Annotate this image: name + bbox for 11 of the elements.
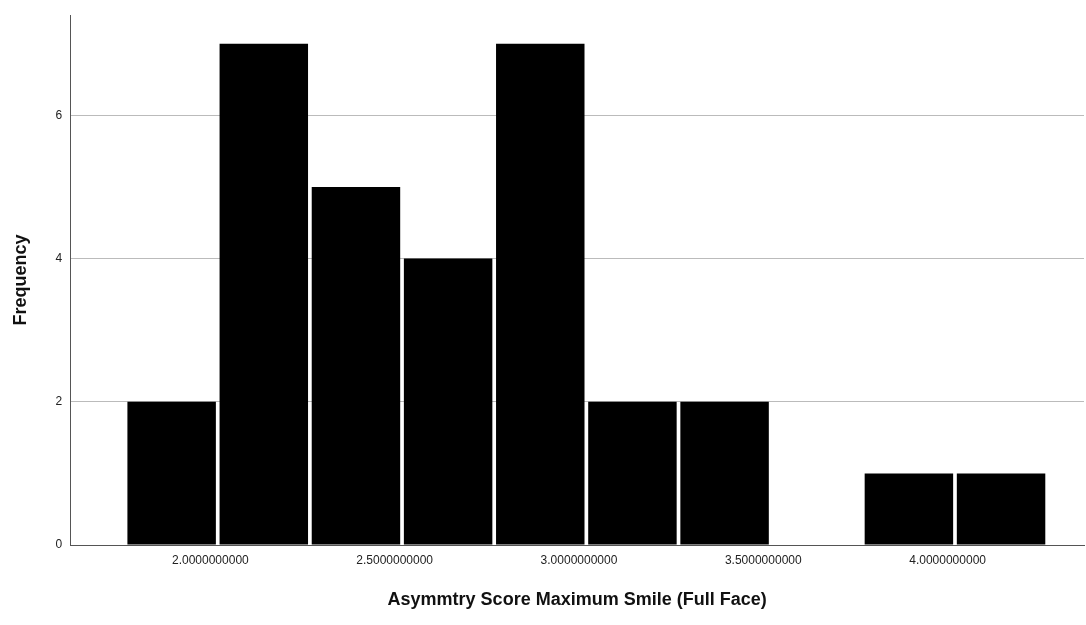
y-tick-label: 0 xyxy=(55,537,63,552)
x-tick-label: 4.0000000000 xyxy=(909,552,987,567)
y-axis-title: Frequency xyxy=(9,234,30,326)
x-tick-label: 2.5000000000 xyxy=(356,552,434,567)
y-tick-label: 2 xyxy=(55,394,63,409)
y-tick-label: 6 xyxy=(55,107,63,122)
x-tick-label: 2.0000000000 xyxy=(171,552,250,567)
x-tick-label: 3.5000000000 xyxy=(724,552,802,567)
x-axis-title: Asymmtry Score Maximum Smile (Full Face) xyxy=(387,589,767,610)
y-tick-label: 4 xyxy=(55,250,63,265)
x-tick-label: 3.0000000000 xyxy=(540,552,618,567)
